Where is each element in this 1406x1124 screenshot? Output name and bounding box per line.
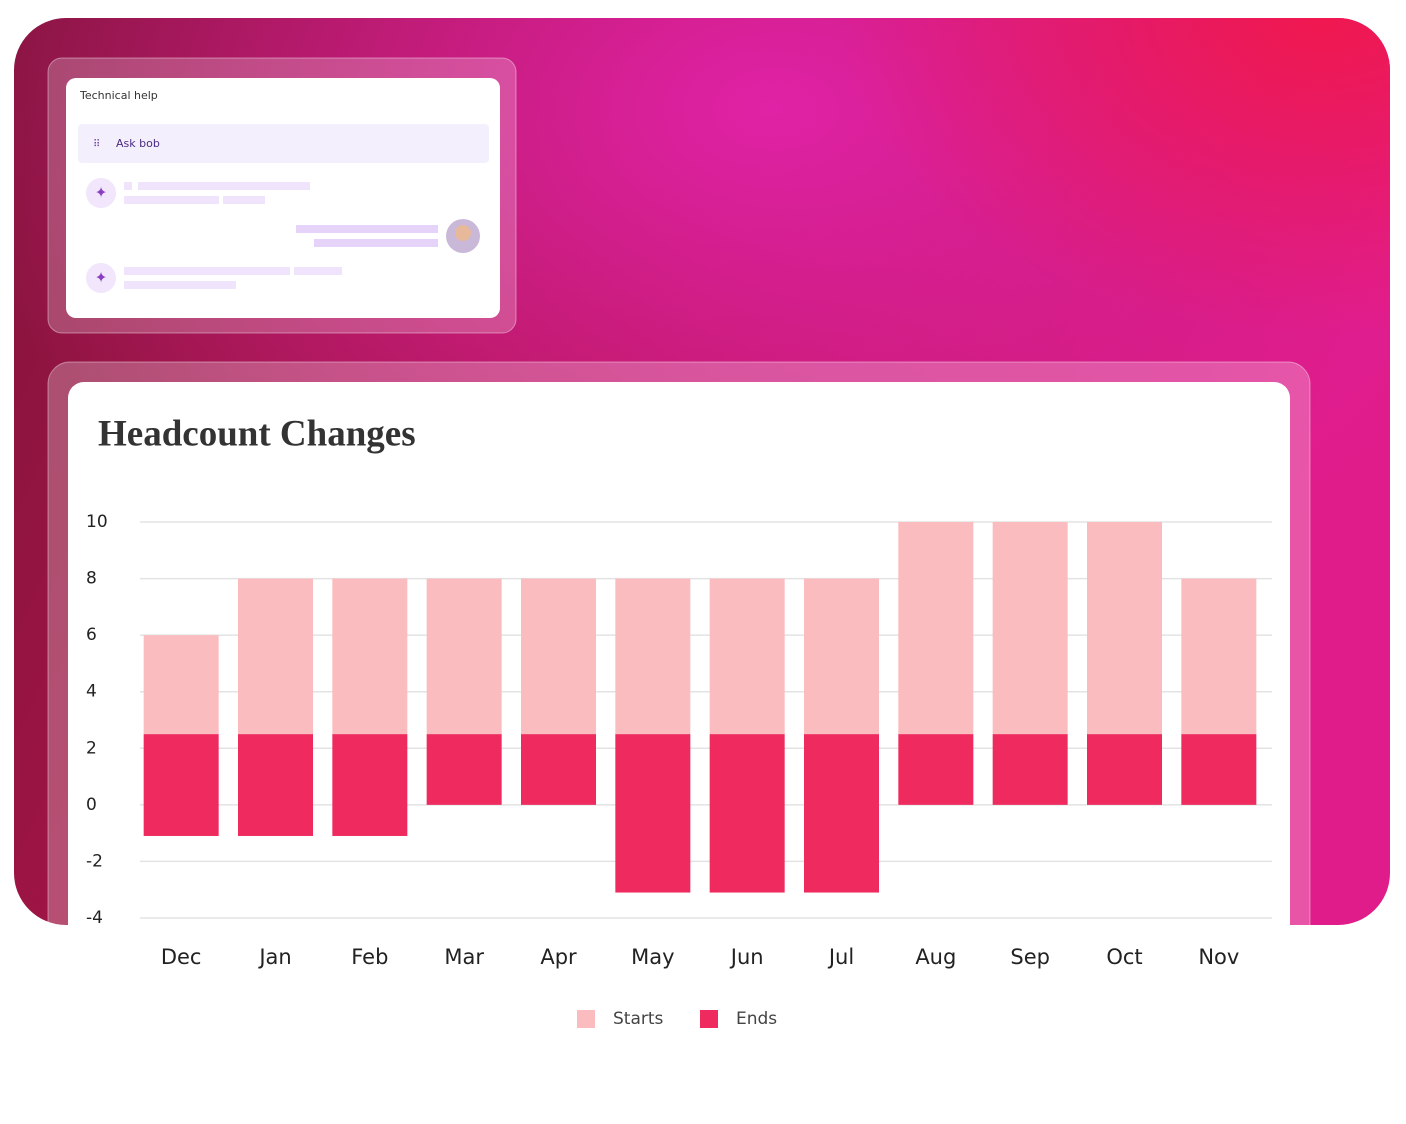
bar (1181, 578, 1257, 735)
x-tick-label: May (631, 945, 674, 969)
bar (898, 734, 974, 805)
bar (521, 734, 596, 805)
y-tick-label: -2 (86, 851, 103, 871)
sparkle: ✦ (95, 269, 108, 287)
bar (238, 734, 313, 836)
bot-avatar (86, 178, 116, 208)
bar (332, 578, 408, 735)
placeholder (124, 196, 219, 204)
y-tick-label: 4 (86, 682, 97, 702)
legend-label: Starts (613, 1009, 664, 1029)
bar (143, 734, 219, 836)
placeholder (138, 182, 310, 190)
bot-avatar (86, 263, 116, 293)
bar (992, 522, 1068, 735)
plot: 10 8 6 4 2 0 -2 -4 Dec Jan Feb Mar Apr May Jun Jul Aug Se… (86, 512, 1272, 1029)
bar (1181, 734, 1257, 805)
x-tick-label: Jan (257, 945, 291, 969)
x-tick-label: Oct (1106, 945, 1142, 969)
x-tick-label: Feb (351, 945, 388, 969)
bar (521, 578, 596, 735)
bar (804, 734, 879, 893)
chat-title: Technical help (79, 89, 158, 102)
y-tick-label: 8 (86, 569, 97, 589)
y-tick-label: -4 (86, 908, 103, 928)
y-tick-label: 10 (86, 512, 108, 532)
bar (1087, 734, 1162, 805)
sparkle: ✦ (95, 184, 108, 202)
x-tick-label: Sep (1010, 945, 1050, 969)
bar (709, 734, 785, 893)
chart-title: Headcount Changes (98, 413, 416, 454)
legend-swatch (577, 1010, 595, 1028)
x-tick-label: Aug (915, 945, 956, 969)
drag-icon: ⠿ (93, 139, 100, 150)
y-tick-label: 0 (86, 795, 97, 815)
bar (332, 734, 408, 836)
placeholder (124, 281, 236, 289)
x-tick-label: Mar (444, 945, 484, 969)
ask-label[interactable]: Ask bob (116, 137, 160, 150)
y-tick-label: 6 (86, 625, 97, 645)
user-face (455, 225, 471, 241)
x-tick-label: Jun (729, 945, 764, 969)
legend-label: Ends (736, 1009, 777, 1029)
placeholder (124, 182, 132, 190)
placeholder (296, 225, 438, 233)
bar (1087, 522, 1162, 735)
bar (615, 734, 691, 893)
bar (426, 734, 502, 805)
ask-button[interactable] (78, 124, 489, 163)
legend-swatch (700, 1010, 718, 1028)
placeholder (223, 196, 265, 204)
bar (143, 635, 219, 735)
bar (615, 578, 691, 735)
placeholder (124, 267, 290, 275)
y-tick-label: 2 (86, 738, 97, 758)
x-tick-label: Nov (1198, 945, 1239, 969)
bar (804, 578, 879, 735)
bar (426, 578, 502, 735)
placeholder (294, 267, 342, 275)
x-tick-label: Jul (827, 945, 854, 969)
bar (898, 522, 974, 735)
x-tick-label: Apr (540, 945, 577, 969)
bar (709, 578, 785, 735)
placeholder (314, 239, 438, 247)
bar (992, 734, 1068, 805)
bar (238, 578, 313, 735)
x-tick-label: Dec (161, 945, 202, 969)
